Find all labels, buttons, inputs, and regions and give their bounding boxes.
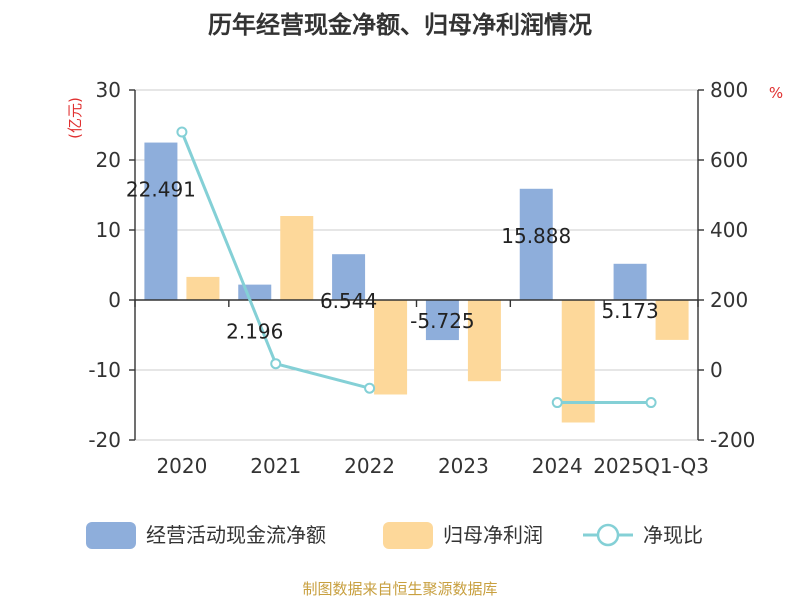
net-profit-bar (280, 216, 314, 300)
legend-swatch-net-profit (383, 522, 433, 549)
source-note: 制图数据来自恒生聚源数据库 (302, 580, 497, 598)
net-profit-bar (655, 300, 689, 340)
legend-swatch-cashflow (86, 522, 136, 549)
ratio-point (364, 382, 376, 394)
x-tick-label: 2024 (532, 454, 583, 478)
net-profit-bar (186, 276, 220, 300)
net-profit-bar (561, 300, 595, 423)
legend-label-ratio: 净现比 (643, 523, 703, 547)
ratio-point (270, 358, 282, 370)
left-tick-label: -10 (88, 358, 121, 382)
cashflow-data-label: 5.173 (601, 299, 658, 323)
ratio-line-group (176, 126, 657, 409)
left-tick-label: 10 (96, 218, 121, 242)
right-tick-label: 600 (710, 148, 748, 172)
net-profit-bar (467, 300, 501, 382)
cashflow-bar (425, 300, 459, 341)
cashflow-data-label: 22.491 (126, 178, 196, 202)
left-tick-label: -20 (88, 428, 121, 452)
right-axis-unit: % (769, 84, 783, 102)
right-tick-label: 800 (710, 78, 748, 102)
cashflow-bar (613, 263, 647, 300)
cashflow-bar (332, 254, 366, 300)
axes (129, 89, 704, 441)
legend: 经营活动现金流净额 归母净利润 净现比 (86, 522, 703, 549)
data-labels: 22.491 2.196 6.544 -5.725 15.888 5.173 (126, 178, 659, 344)
cashflow-bar (519, 188, 553, 300)
right-tick-label: 0 (710, 358, 723, 382)
x-tick-label: 2020 (156, 454, 207, 478)
legend-swatch-ratio-marker (596, 523, 620, 547)
x-tick-label: 2021 (250, 454, 301, 478)
legend-label-net-profit: 归母净利润 (443, 523, 543, 547)
cashflow-data-label: 15.888 (501, 224, 571, 248)
x-tick-label: 2022 (344, 454, 395, 478)
cashflow-bar (144, 142, 178, 300)
net-profit-bar (374, 300, 408, 395)
chart-title: 历年经营现金净额、归母净利润情况 (208, 11, 592, 39)
ratio-point (551, 397, 563, 409)
cashflow-data-label: -5.725 (410, 309, 474, 333)
left-axis-unit: (亿元) (66, 97, 84, 139)
right-tick-label: 200 (710, 288, 748, 312)
ratio-point (645, 397, 657, 409)
left-tick-label: 20 (96, 148, 121, 172)
x-tick-label: 2025Q1-Q3 (593, 454, 709, 478)
left-tick-label: 30 (96, 78, 121, 102)
left-tick-label: 0 (108, 288, 121, 312)
cashflow-data-label: 2.196 (226, 320, 283, 344)
cashflow-data-label: 6.544 (320, 289, 377, 313)
legend-label-cashflow: 经营活动现金流净额 (146, 523, 326, 547)
right-tick-label: 400 (710, 218, 748, 242)
ratio-point (176, 126, 188, 138)
bar-group (144, 142, 689, 423)
tick-labels: 30 20 10 0 -10 -20 800 600 400 200 0 -200 2020 2021 20… (88, 78, 755, 478)
right-tick-label: -200 (710, 428, 755, 452)
grid-lines (135, 89, 698, 441)
x-tick-label: 2023 (438, 454, 489, 478)
